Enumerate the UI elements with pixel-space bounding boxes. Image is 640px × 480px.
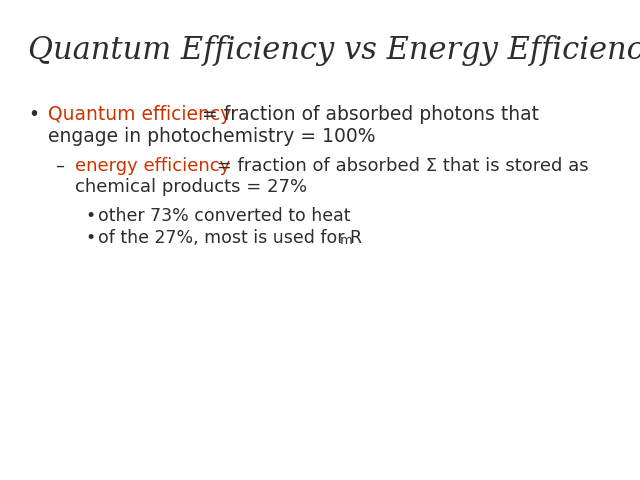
Text: Quantum Efficiency vs Energy Efficiency: Quantum Efficiency vs Energy Efficiency [28,35,640,66]
Text: •: • [28,105,39,124]
Text: engage in photochemistry = 100%: engage in photochemistry = 100% [48,127,376,146]
Text: other 73% converted to heat: other 73% converted to heat [98,207,351,225]
Text: •: • [85,207,95,225]
Text: = fraction of absorbed Σ that is stored as: = fraction of absorbed Σ that is stored … [211,157,589,175]
Text: •: • [85,229,95,247]
Text: –: – [55,157,64,175]
Text: m: m [340,234,353,247]
Text: Quantum efficiency: Quantum efficiency [48,105,231,124]
Text: chemical products = 27%: chemical products = 27% [75,178,307,196]
Text: energy efficiency: energy efficiency [75,157,230,175]
Text: of the 27%, most is used for R: of the 27%, most is used for R [98,229,362,247]
Text: = fraction of absorbed photons that: = fraction of absorbed photons that [196,105,539,124]
